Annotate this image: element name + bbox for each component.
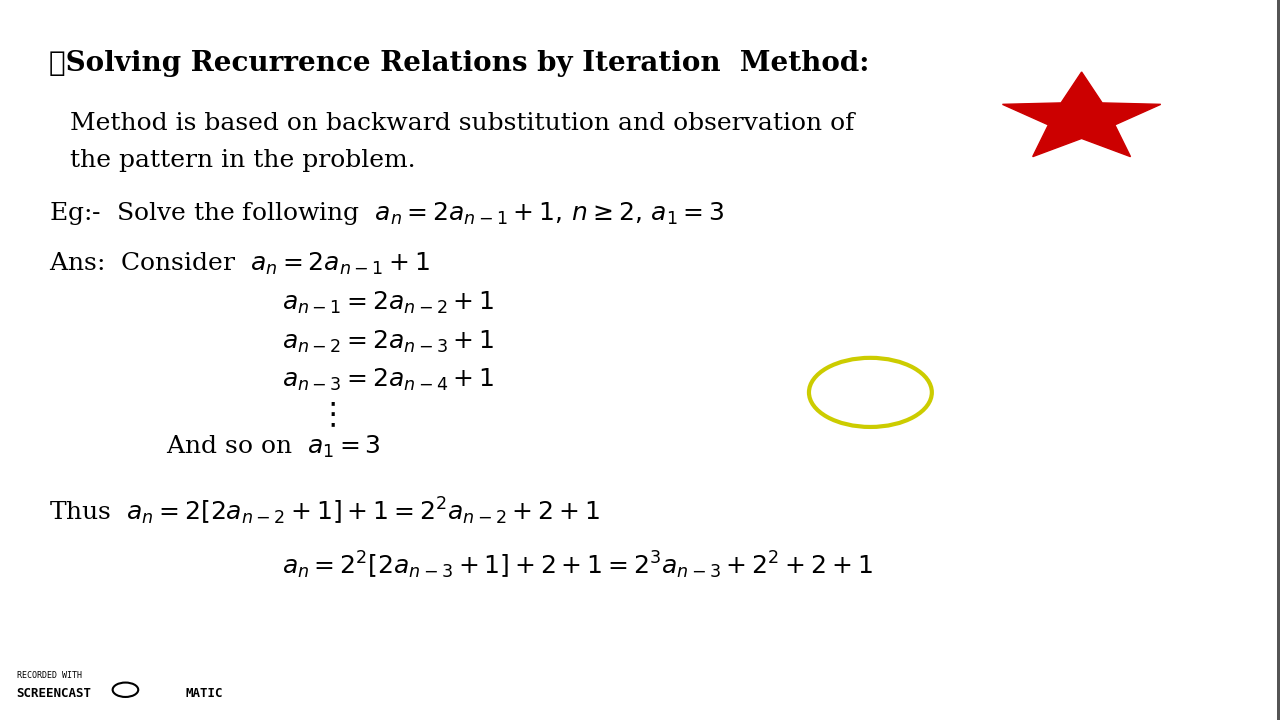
- Text: MATIC: MATIC: [186, 687, 223, 700]
- Bar: [1277, 0, 1280, 720]
- Polygon shape: [1002, 72, 1161, 157]
- Text: RECORDED WITH: RECORDED WITH: [17, 671, 82, 680]
- Text: $a_{n-2} = 2a_{n-3} + 1$: $a_{n-2} = 2a_{n-3} + 1$: [282, 329, 494, 355]
- Text: $\vdots$: $\vdots$: [317, 401, 337, 430]
- Text: Eg:-  Solve the following  $a_n = 2a_{n-1} + 1,\, n \geq 2,\, a_1 = 3$: Eg:- Solve the following $a_n = 2a_{n-1}…: [49, 200, 724, 228]
- Text: $a_{n-1} = 2a_{n-2} + 1$: $a_{n-1} = 2a_{n-2} + 1$: [282, 290, 494, 316]
- Text: SCREENCAST: SCREENCAST: [17, 687, 92, 700]
- Text: $a_n = 2^2[2a_{n-3} + 1] + 2 + 1 = 2^3 a_{n-3} + 2^2 + 2 + 1$: $a_n = 2^2[2a_{n-3} + 1] + 2 + 1 = 2^3 a…: [282, 549, 872, 581]
- Text: $a_{n-3} = 2a_{n-4} + 1$: $a_{n-3} = 2a_{n-4} + 1$: [282, 367, 494, 393]
- Text: And so on  $a_1 = 3$: And so on $a_1 = 3$: [166, 434, 381, 460]
- Text: the pattern in the problem.: the pattern in the problem.: [70, 149, 416, 172]
- Text: Thus  $a_n = 2[2a_{n-2} + 1] + 1 = 2^2 a_{n-2} + 2 + 1$: Thus $a_n = 2[2a_{n-2} + 1] + 1 = 2^2 a_…: [49, 495, 599, 527]
- Text: Ans:  Consider  $a_n = 2a_{n-1} + 1$: Ans: Consider $a_n = 2a_{n-1} + 1$: [49, 251, 430, 276]
- Text: ❖Solving Recurrence Relations by Iteration  Method:: ❖Solving Recurrence Relations by Iterati…: [49, 50, 869, 78]
- Text: Method is based on backward substitution and observation of: Method is based on backward substitution…: [70, 112, 855, 135]
